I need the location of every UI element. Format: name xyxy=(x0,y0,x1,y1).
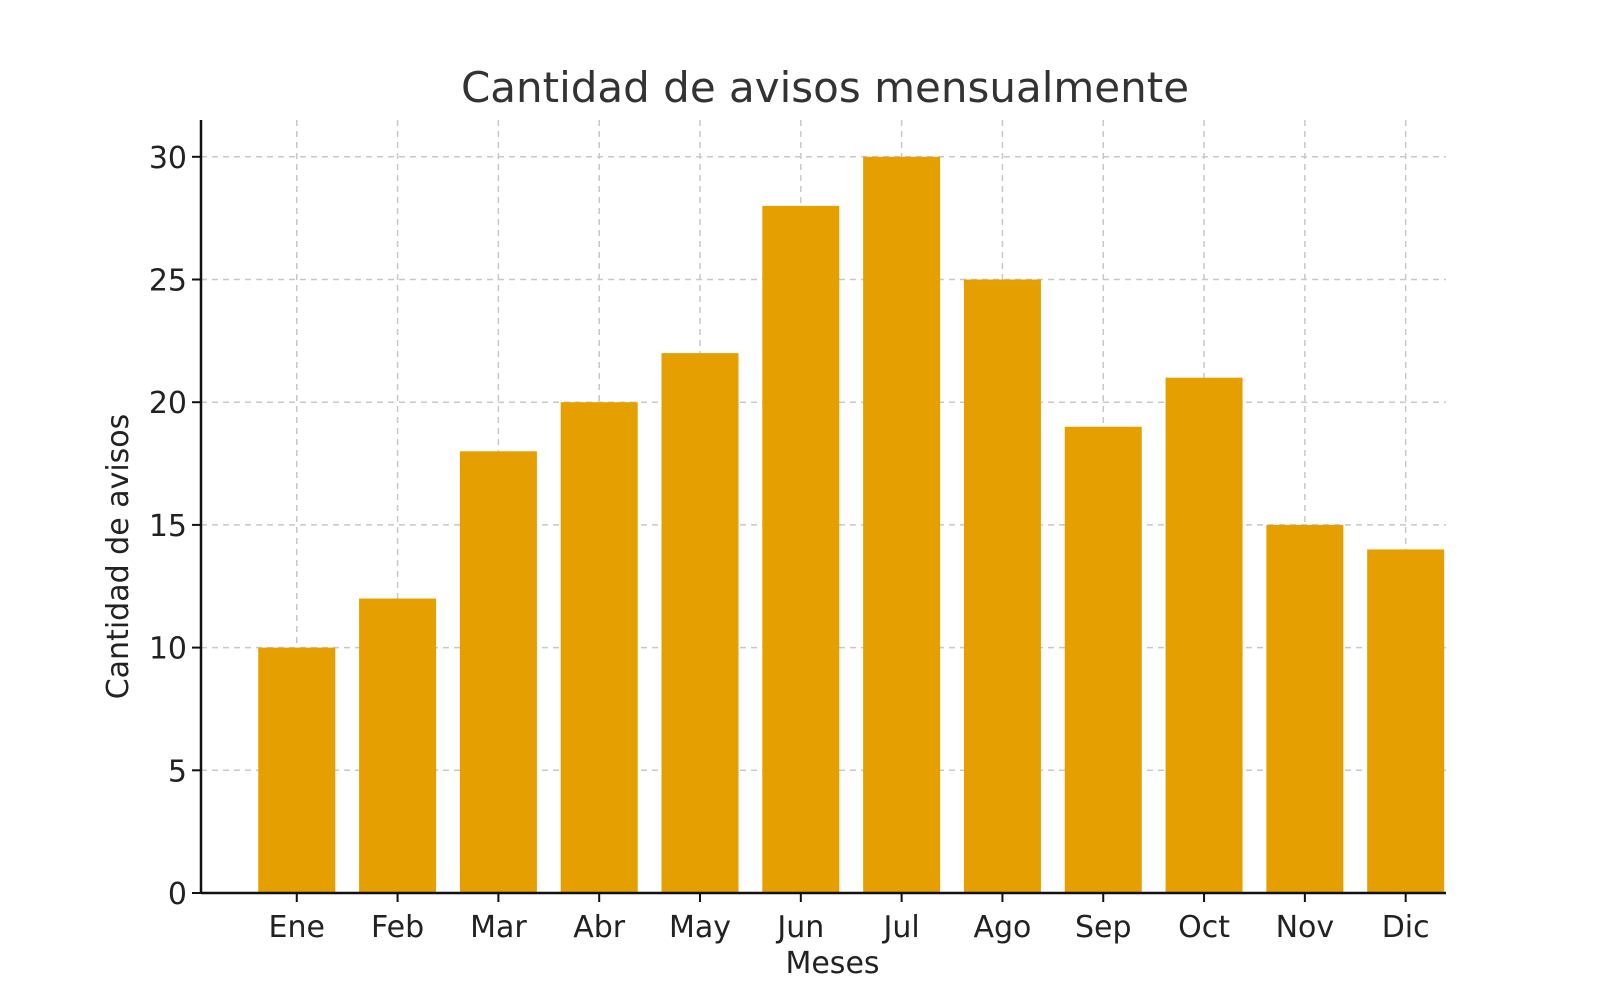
x-tick-label-abr: Abr xyxy=(573,910,626,945)
tick-marks-group xyxy=(192,155,1407,902)
bar-abr xyxy=(560,402,638,893)
y-tick-label: 30 xyxy=(149,141,187,176)
bars-group xyxy=(258,156,1445,894)
bar-dic xyxy=(1367,549,1445,893)
x-tick-label-jul: Jul xyxy=(882,910,920,945)
x-tick-label-may: May xyxy=(669,910,731,945)
x-tick-label-oct: Oct xyxy=(1178,910,1230,945)
bar-feb xyxy=(359,598,437,893)
y-tick-label: 15 xyxy=(149,509,187,544)
x-tick-label-jun: Jun xyxy=(775,910,824,945)
y-tick-label: 5 xyxy=(168,754,187,789)
x-tick-label-nov: Nov xyxy=(1276,910,1335,945)
y-axis-label: Cantidad de avisos xyxy=(101,414,136,700)
x-tick-label-sep: Sep xyxy=(1075,910,1132,945)
bar-sep xyxy=(1064,426,1142,893)
tick-labels-group: 0 5 10 15 20 25 30 Ene Feb Mar Abr May Jun Jul Ago Sep O… xyxy=(149,141,1430,945)
bar-jun xyxy=(762,205,840,893)
bar-may xyxy=(661,353,739,894)
y-tick-label: 0 xyxy=(168,877,187,912)
x-tick-label-ene: Ene xyxy=(269,910,325,945)
bar-mar xyxy=(459,451,537,893)
bar-jul xyxy=(863,156,941,894)
y-tick-label: 25 xyxy=(149,264,187,299)
y-tick-label: 20 xyxy=(149,386,187,421)
bar-ago xyxy=(963,279,1041,893)
y-tick-label: 10 xyxy=(149,632,187,667)
x-tick-label-dic: Dic xyxy=(1382,910,1430,945)
bar-ene xyxy=(258,647,336,893)
x-axis-label: Meses xyxy=(785,946,879,981)
bar-nov xyxy=(1266,524,1344,893)
x-tick-label-mar: Mar xyxy=(470,910,527,945)
bar-oct xyxy=(1165,377,1243,894)
x-tick-label-ago: Ago xyxy=(973,910,1031,945)
x-tick-label-feb: Feb xyxy=(371,910,424,945)
chart-title: Cantidad de avisos mensualmente xyxy=(461,63,1189,112)
